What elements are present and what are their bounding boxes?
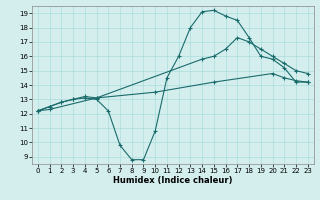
X-axis label: Humidex (Indice chaleur): Humidex (Indice chaleur) <box>113 176 233 185</box>
